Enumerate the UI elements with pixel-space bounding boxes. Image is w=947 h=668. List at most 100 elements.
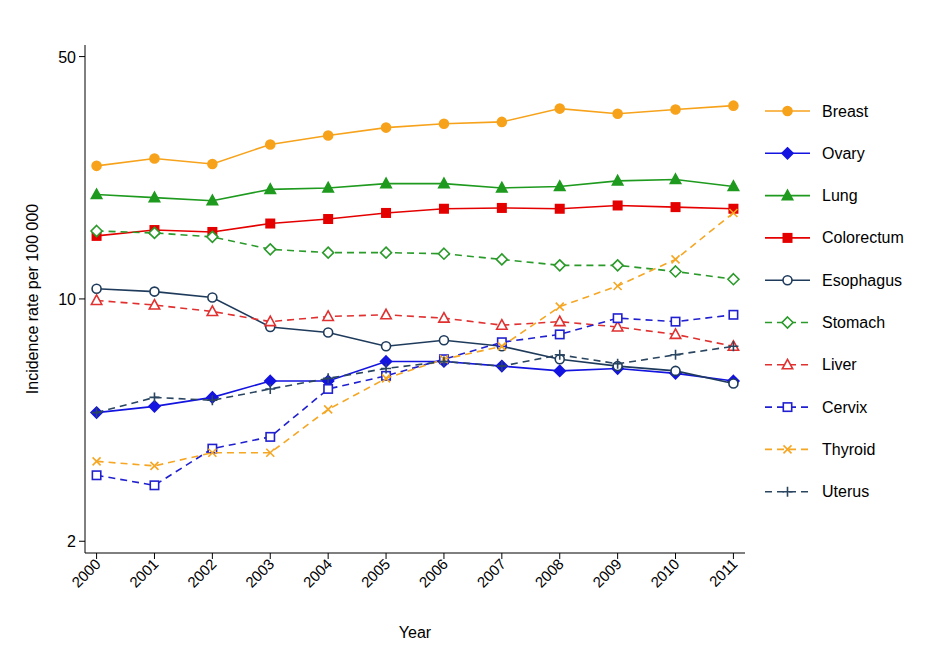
legend: BreastOvaryLungColorectumEsophagusStomac…: [765, 103, 904, 501]
legend-label: Esophagus: [822, 272, 902, 289]
x-tick-label: 2005: [358, 555, 394, 591]
point: [266, 449, 274, 457]
point: [556, 330, 564, 338]
x-tick: [212, 553, 213, 559]
point: [323, 311, 333, 321]
x-axis-title: Year: [399, 624, 432, 641]
point: [556, 205, 564, 213]
point: [381, 247, 392, 258]
x-tick: [617, 553, 618, 559]
point: [729, 209, 737, 217]
x-tick: [96, 553, 97, 559]
legend-label: Stomach: [822, 314, 885, 331]
point: [497, 182, 507, 192]
point: [612, 260, 623, 271]
point: [671, 105, 680, 114]
y-tick: [79, 541, 85, 542]
point: [149, 192, 159, 202]
legend-marker: [784, 445, 792, 453]
point: [440, 205, 448, 213]
point: [149, 300, 159, 310]
legend-label: Lung: [822, 187, 858, 204]
point: [92, 408, 102, 418]
x-tick-label: 2000: [68, 555, 104, 591]
x-tick-label: 2009: [589, 555, 625, 591]
x-tick: [501, 553, 502, 559]
point: [150, 287, 159, 296]
point: [729, 101, 738, 110]
x-tick: [386, 553, 387, 559]
point: [323, 373, 333, 383]
y-tick: [79, 56, 85, 57]
point: [498, 204, 506, 212]
point: [729, 311, 737, 319]
legend-marker: [782, 317, 793, 328]
point: [207, 195, 217, 205]
x-tick-label: 2011: [706, 555, 741, 590]
series: [91, 295, 738, 350]
point: [92, 161, 101, 170]
point: [207, 231, 218, 242]
legend-label: Cervix: [822, 399, 867, 416]
point: [382, 123, 391, 132]
point: [556, 303, 564, 311]
point: [266, 219, 274, 227]
point: [554, 365, 565, 376]
point: [439, 313, 449, 323]
point: [324, 215, 332, 223]
point: [670, 266, 681, 277]
point: [92, 471, 100, 479]
legend-marker: [783, 234, 791, 242]
series-line: [97, 361, 734, 412]
point: [150, 481, 158, 489]
series-line: [97, 180, 734, 201]
y-tick-label: 10: [58, 291, 76, 308]
series-line: [97, 300, 734, 346]
point: [613, 201, 621, 209]
x-tick: [733, 553, 734, 559]
point: [91, 226, 102, 237]
x-tick-label: 2006: [415, 555, 451, 591]
point: [381, 309, 391, 319]
point: [93, 457, 101, 465]
point: [266, 433, 274, 441]
point: [324, 385, 332, 393]
point: [265, 384, 275, 394]
point: [439, 178, 449, 188]
point: [555, 104, 564, 113]
legend-label: Liver: [822, 356, 857, 373]
point: [208, 159, 217, 168]
series: [92, 341, 739, 417]
point: [149, 401, 160, 412]
point: [439, 119, 448, 128]
y-tick-label: 2: [67, 533, 76, 550]
series-line: [97, 213, 734, 466]
point: [92, 284, 101, 293]
x-tick-label: 2004: [300, 555, 336, 591]
point: [324, 328, 333, 337]
series: [93, 209, 738, 470]
point: [555, 350, 565, 360]
x-tick-label: 2003: [242, 555, 278, 591]
x-tick-label: 2001: [126, 555, 162, 591]
point: [324, 131, 333, 140]
point: [382, 374, 390, 382]
point: [265, 316, 275, 326]
point: [382, 342, 391, 351]
point: [439, 356, 449, 366]
point: [613, 359, 623, 369]
point: [381, 178, 391, 188]
legend-label: Ovary: [822, 145, 865, 162]
point: [381, 363, 391, 373]
legend-label: Breast: [822, 103, 869, 120]
y-axis-title: Incidence rate per 100 000: [24, 204, 41, 394]
point: [150, 462, 158, 470]
x-tick-label: 2007: [473, 555, 509, 591]
x-tick: [328, 553, 329, 559]
chart: 2105020002001200220032004200520062007200…: [0, 0, 947, 668]
point: [670, 174, 680, 184]
series: [92, 284, 738, 388]
point: [496, 361, 507, 372]
point: [207, 395, 217, 405]
point: [671, 366, 680, 375]
